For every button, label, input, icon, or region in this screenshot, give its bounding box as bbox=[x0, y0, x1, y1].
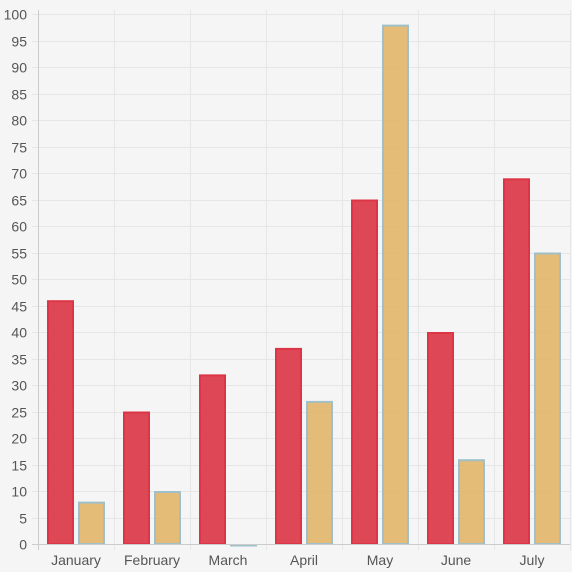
x-tick-label-july: July bbox=[520, 552, 545, 568]
bar-series-1-july bbox=[503, 178, 530, 546]
bar-series-1-june bbox=[427, 332, 454, 545]
y-tick-label: 20 bbox=[11, 431, 27, 447]
x-tick-label-march: March bbox=[209, 552, 248, 568]
x-tick-label-february: February bbox=[124, 552, 180, 568]
bar-series-1-march bbox=[199, 374, 226, 545]
bar-series-2-april bbox=[306, 400, 333, 545]
bar-series-2-february bbox=[154, 491, 181, 545]
y-tick-label: 100 bbox=[4, 7, 28, 23]
y-tick-label: 90 bbox=[11, 60, 27, 76]
y-tick-label: 0 bbox=[19, 537, 27, 553]
bar-series-2-july bbox=[534, 252, 561, 545]
y-tick-label: 55 bbox=[11, 246, 27, 262]
y-tick-label: 75 bbox=[11, 140, 27, 156]
x-tick-label-january: January bbox=[51, 552, 101, 568]
bar-series-1-april bbox=[275, 347, 302, 545]
y-tick-label: 35 bbox=[11, 352, 27, 368]
y-tick-label: 50 bbox=[11, 272, 27, 288]
axis-layer bbox=[32, 10, 570, 550]
bar-series-2-january bbox=[78, 501, 105, 546]
bars-layer bbox=[47, 24, 561, 547]
y-tick-label: 30 bbox=[11, 378, 27, 394]
y-tick-label: 25 bbox=[11, 405, 27, 421]
y-tick-label: 10 bbox=[11, 484, 27, 500]
y-tick-label: 45 bbox=[11, 299, 27, 315]
y-tick-label: 40 bbox=[11, 325, 27, 341]
bar-series-1-january bbox=[47, 300, 74, 546]
x-tick-labels: January February March April May June July bbox=[51, 552, 544, 568]
bar-series-1-february bbox=[123, 411, 150, 545]
bar-series-2-june bbox=[458, 459, 485, 546]
y-tick-label: 80 bbox=[11, 113, 27, 129]
y-tick-label: 5 bbox=[19, 511, 27, 527]
bar-series-2-march bbox=[230, 544, 257, 547]
y-tick-label: 95 bbox=[11, 34, 27, 50]
x-tick-label-june: June bbox=[441, 552, 472, 568]
x-tick-label-may: May bbox=[367, 552, 393, 568]
bar-series-2-may bbox=[382, 24, 409, 546]
y-tick-label: 85 bbox=[11, 87, 27, 103]
y-tick-label: 60 bbox=[11, 219, 27, 235]
y-tick-label: 65 bbox=[11, 193, 27, 209]
bar-series-1-may bbox=[351, 199, 378, 545]
y-tick-labels: 0 5 10 15 20 25 30 35 40 45 50 55 60 65 70 75 80 85 90 95 10… bbox=[4, 7, 28, 553]
x-tick-label-april: April bbox=[290, 552, 318, 568]
y-tick-label: 70 bbox=[11, 166, 27, 182]
grid-layer bbox=[32, 10, 571, 550]
y-tick-label: 15 bbox=[11, 458, 27, 474]
